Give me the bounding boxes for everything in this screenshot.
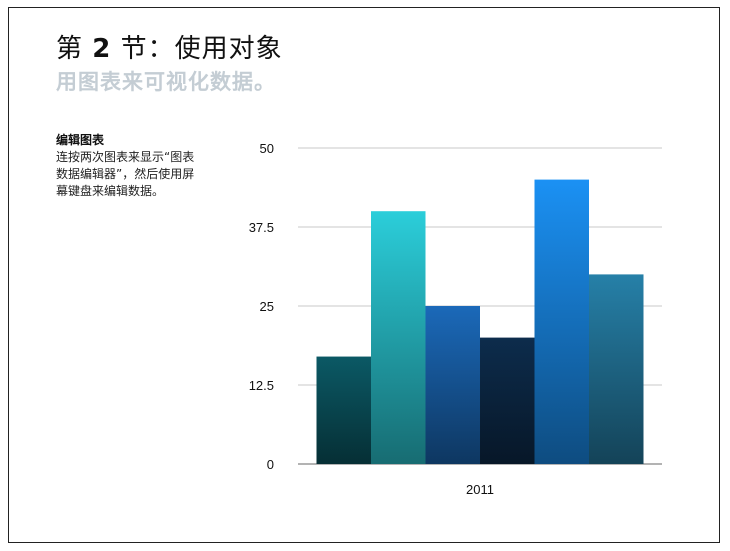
sidebar-body: 连按两次图表来显示“图表 数据编辑器”，然后使用屏 幕键盘来编辑数据。 [56, 149, 228, 200]
y-tick-label: 37.5 [249, 220, 274, 235]
bar[interactable] [371, 211, 426, 464]
y-tick-label: 0 [267, 457, 274, 472]
bar-chart[interactable]: 0 12.5 25 37.5 50 2011 [230, 130, 680, 505]
y-tick-label: 50 [260, 141, 274, 156]
x-axis-ticks: 2011 [466, 482, 494, 497]
sidebar-heading: 编辑图表 [56, 133, 105, 147]
x-tick-label: 2011 [466, 482, 494, 497]
title-number: 2 [92, 34, 112, 64]
bar[interactable] [480, 337, 535, 464]
bar[interactable] [589, 274, 644, 464]
title-suffix: 节：使用对象 [111, 34, 283, 64]
slide-title: 第 2 节：使用对象 [56, 28, 283, 65]
bars [316, 179, 644, 464]
y-tick-label: 25 [260, 299, 274, 314]
bar[interactable] [316, 356, 372, 464]
sidebar-body-line: 连按两次图表来显示“图表 [56, 150, 195, 164]
title-prefix: 第 [56, 34, 93, 64]
sidebar-body-line: 数据编辑器”，然后使用屏 [56, 167, 195, 181]
bar[interactable] [425, 306, 481, 464]
bar[interactable] [534, 179, 590, 464]
sidebar-body-line: 幕键盘来编辑数据。 [56, 184, 165, 198]
slide-subtitle: 用图表来可视化数据。 [56, 70, 276, 94]
y-tick-label: 12.5 [249, 378, 274, 393]
y-axis-ticks: 0 12.5 25 37.5 50 [249, 141, 274, 472]
